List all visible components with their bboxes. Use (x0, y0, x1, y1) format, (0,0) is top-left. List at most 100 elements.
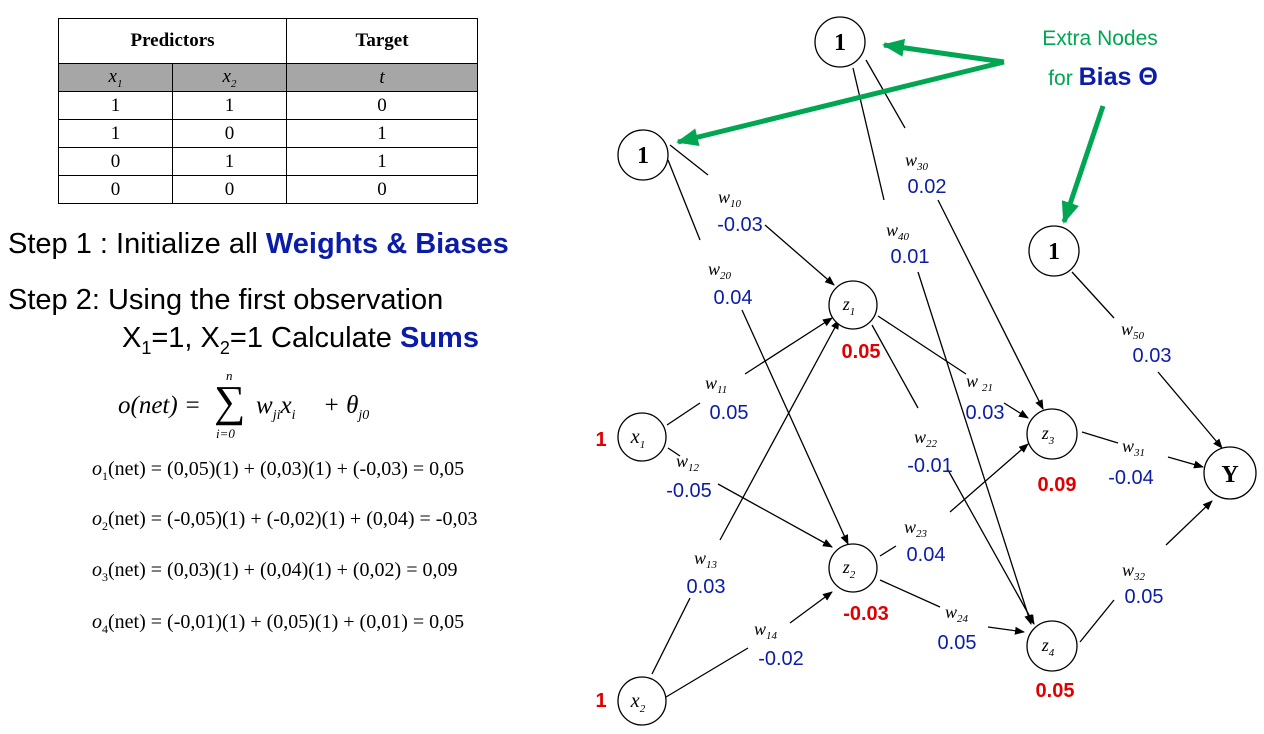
edge-w10-b (764, 224, 835, 286)
w24-name: w24 (945, 602, 969, 625)
w40-name: w40 (886, 220, 910, 243)
edge-w21-b (1003, 402, 1029, 419)
edge-w22-b (947, 469, 1035, 625)
step-2-line-2: X1=1, X2=1 Calculate Sums (122, 322, 479, 358)
header-target: Target (286, 18, 478, 64)
bias-node-right (1028, 225, 1080, 277)
input-node-x2 (617, 676, 667, 726)
z3-label: z3 (1041, 423, 1055, 447)
w32-name: w32 (1122, 560, 1146, 583)
hidden-node-z2 (828, 543, 878, 593)
edge-w12-a (667, 447, 681, 457)
x1-label: x1 (630, 426, 645, 451)
w13-name: w13 (694, 548, 718, 571)
w22-name: w22 (914, 427, 938, 450)
w22-value: -0.01 (907, 455, 953, 477)
annotation-line-1: Extra Nodes (1042, 27, 1158, 50)
w23-name: w23 (904, 517, 928, 540)
w13-value: 0.03 (687, 576, 726, 598)
w30-value: 0.02 (908, 176, 947, 198)
bias-right-label: 1 (1048, 239, 1060, 265)
edge-w12-b (717, 483, 833, 548)
edge-w11-a (666, 402, 701, 426)
w24-value: 0.05 (938, 632, 977, 654)
annotation-arrow-left (676, 59, 1005, 146)
edge-w14-b (789, 591, 833, 624)
edge-w22-a (871, 324, 919, 409)
equation-o3: o3(net) = (0,03)(1) + (0,04)(1) + (0,02)… (92, 559, 458, 584)
bias-left-label: 1 (637, 143, 649, 169)
z2-label: z2 (842, 557, 856, 581)
edge-w14-a (665, 647, 749, 698)
edge-w11-b (744, 317, 833, 375)
hidden-node-z3 (1026, 408, 1078, 460)
edge-w32-b (1165, 500, 1213, 546)
w40-value: 0.01 (891, 246, 930, 268)
z4-label: z4 (1041, 635, 1055, 659)
annotation-arrow-top (882, 38, 1005, 65)
w30-name: w30 (905, 150, 929, 173)
edge-w32-a (1079, 599, 1115, 643)
w14-value: -0.02 (758, 648, 804, 670)
step-1: Step 1 : Initialize all Weights & Biases (8, 228, 509, 260)
col-x2: x2 (172, 63, 287, 92)
input-node-x1 (617, 412, 667, 462)
edge-w50-a (1071, 271, 1115, 319)
annotation-arrow-right (1061, 105, 1106, 224)
edge-w23-a (879, 545, 897, 557)
step-2-line-1: Step 2: Using the first observation (8, 284, 444, 316)
edge-w13-a (651, 597, 691, 675)
bias-top-label: 1 (834, 30, 846, 56)
w11-name: w11 (705, 373, 727, 396)
x1-value: 1 (595, 429, 606, 451)
w21-value: 0.03 (966, 402, 1005, 424)
edge-w40-b (917, 271, 1033, 625)
y-label: Y (1221, 462, 1238, 488)
header-predictors: Predictors (58, 18, 287, 64)
w31-value: -0.04 (1108, 467, 1154, 489)
x2-label: x2 (630, 690, 646, 715)
edge-w24-a (879, 579, 941, 608)
hidden-node-z1 (828, 280, 878, 330)
edge-w21-a (877, 315, 967, 375)
equation-o1: o1(net) = (0,05)(1) + (0,03)(1) + (-0,03… (92, 458, 465, 483)
z4-sum: 0.05 (1036, 680, 1075, 702)
equation-o2: o2(net) = (-0,05)(1) + (-0,02)(1) + (0,0… (92, 508, 478, 533)
edge-w31-b (1167, 456, 1204, 469)
z1-sum: 0.05 (842, 341, 881, 363)
w12-name: w12 (676, 451, 700, 474)
edge-w24-b (987, 626, 1025, 635)
w32-value: 0.05 (1125, 586, 1164, 608)
edge-w40-a (852, 67, 885, 201)
z2-sum: -0.03 (843, 603, 889, 625)
bias-node-left (617, 129, 669, 181)
output-node-y (1203, 446, 1257, 500)
edge-w20-a (667, 159, 701, 241)
z3-sum: 0.09 (1038, 474, 1077, 496)
w20-name: w20 (708, 259, 732, 282)
w50-name: w50 (1121, 319, 1145, 342)
hidden-node-z4 (1026, 620, 1078, 672)
annotation-line-2: for Bias Θ (1048, 63, 1158, 91)
edge-w30-a (865, 59, 906, 129)
col-t: t (286, 63, 478, 92)
w11-value: 0.05 (710, 402, 749, 424)
edge-w10-a (669, 144, 709, 176)
z1-label: z1 (842, 294, 856, 318)
edge-w23-b (949, 443, 1029, 513)
w31-name: w31 (1122, 436, 1145, 459)
w23-value: 0.04 (907, 544, 946, 566)
w21-name: w 21 (966, 371, 993, 394)
x2-value: 1 (595, 690, 606, 712)
w10-name: w10 (718, 187, 742, 210)
w10-value: -0.03 (717, 214, 763, 236)
edge-w13-b (719, 319, 840, 541)
edge-w31-a (1081, 431, 1119, 444)
col-x1: x1 (58, 63, 173, 92)
